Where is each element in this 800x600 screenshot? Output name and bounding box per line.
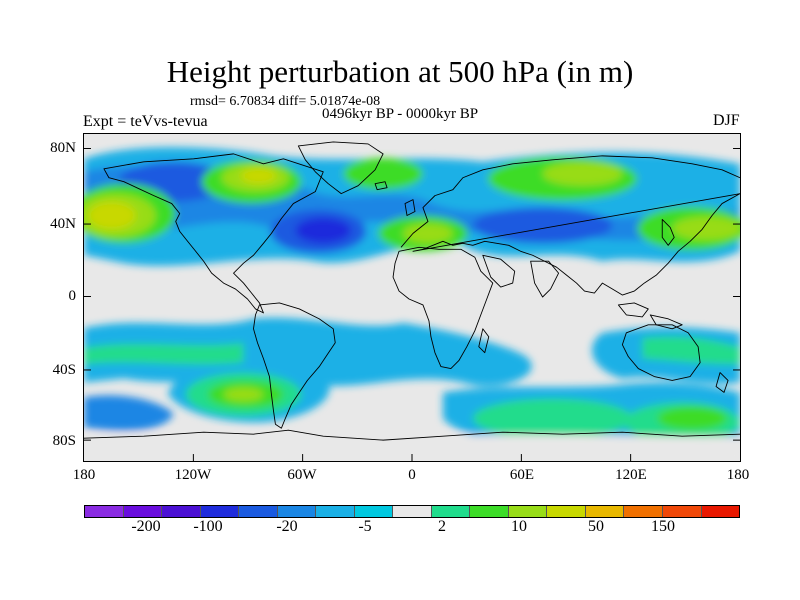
lat-label: 0 <box>68 288 77 304</box>
colorbar-segment <box>624 506 663 517</box>
colorbar-segment <box>547 506 586 517</box>
lat-label: 40N <box>50 216 76 232</box>
colorbar-segment <box>393 506 432 517</box>
map-ticks <box>84 148 740 461</box>
lat-label: 80N <box>50 140 76 156</box>
lat-label: 80S <box>52 433 76 449</box>
colorbar-segment <box>239 506 278 517</box>
colorbar-segment <box>354 506 394 517</box>
colorbar-label: -5 <box>358 518 372 535</box>
period-label: 0496kyr BP - 0000kyr BP <box>322 106 479 122</box>
colorbar-label: 50 <box>588 518 604 535</box>
colorbar-label: 2 <box>438 518 446 535</box>
colorbar-segment <box>470 506 509 517</box>
experiment-label: Expt = teVvs-tevua <box>83 113 208 130</box>
colorbar-segment <box>162 506 201 517</box>
colorbar-segment <box>701 506 740 517</box>
colorbar-label: 150 <box>651 518 675 535</box>
lon-label: 120E <box>615 467 647 483</box>
colorbar-label: -20 <box>276 518 298 535</box>
colorbar-segment <box>85 506 124 517</box>
colorbar-segment <box>316 506 355 517</box>
colorbar-segment <box>431 506 471 517</box>
lon-label: 0 <box>408 467 416 483</box>
colorbar <box>84 505 740 518</box>
colorbar-label: -200 <box>131 518 161 535</box>
season-label: DJF <box>713 112 740 129</box>
lon-label: 120W <box>174 467 212 483</box>
lon-label: 60W <box>287 467 317 483</box>
colorbar-segment <box>508 506 548 517</box>
colorbar-segment <box>277 506 317 517</box>
coastlines <box>84 141 740 441</box>
colorbar-label: 10 <box>511 518 527 535</box>
stats-label: rmsd= 6.70834 diff= 5.01874e-08 <box>190 94 381 109</box>
colorbar-segment <box>200 506 240 517</box>
colorbar-segment <box>123 506 163 517</box>
chart-title: Height perturbation at 500 hPa (in m) <box>166 54 634 89</box>
lon-label: 180 <box>72 467 96 483</box>
colorbar-segment <box>585 506 625 517</box>
colorbar-label: -100 <box>193 518 223 535</box>
contour-fills <box>84 147 740 461</box>
lon-label: 60E <box>509 467 535 483</box>
colorbar-segment <box>662 506 702 517</box>
lat-label: 40S <box>52 362 76 378</box>
height-perturbation-map <box>83 133 741 462</box>
lon-label: 180 <box>726 467 750 483</box>
